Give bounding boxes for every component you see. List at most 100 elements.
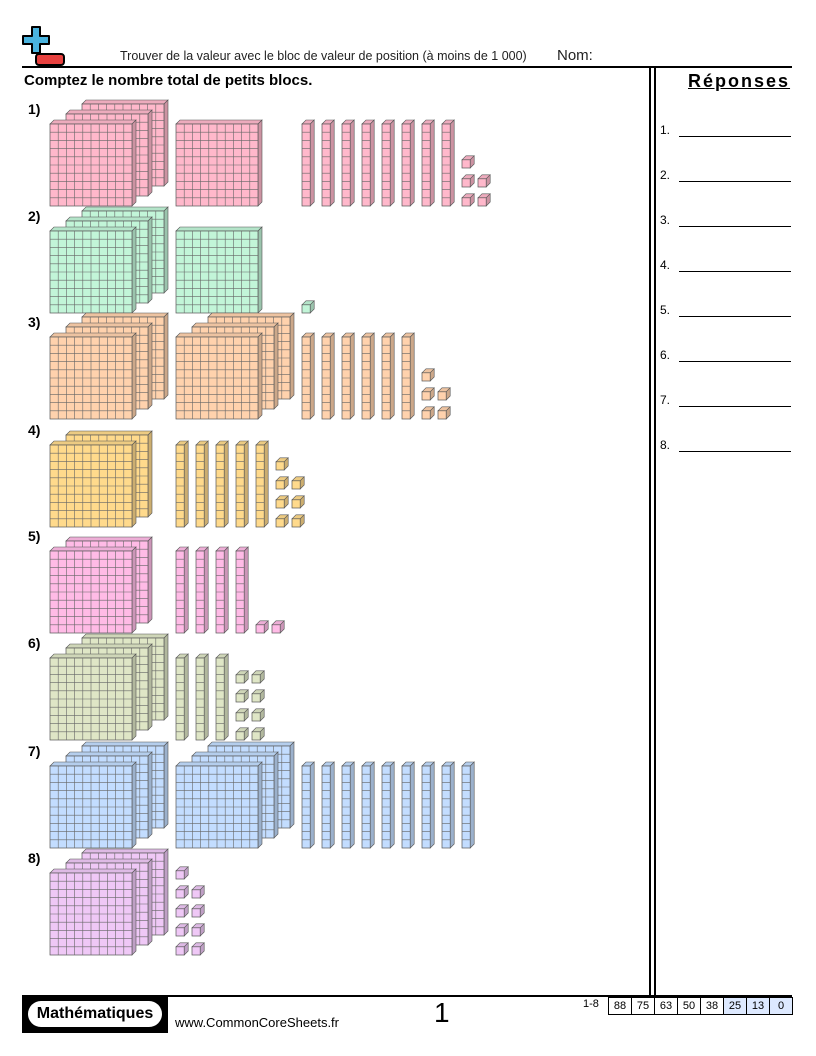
ten-rod <box>301 761 315 849</box>
one-cube <box>461 193 475 207</box>
ten-rod <box>215 440 229 528</box>
score-cell: 88 <box>608 997 632 1015</box>
answers-heading: Réponses <box>688 71 791 91</box>
ten-rod <box>341 119 355 207</box>
footer-divider <box>22 995 792 997</box>
ten-rod <box>441 761 455 849</box>
hundred-flat <box>49 119 137 207</box>
answer-number: 2. <box>660 168 671 182</box>
ten-rod <box>461 761 475 849</box>
ten-rod <box>381 119 395 207</box>
answer-blank[interactable] <box>679 271 791 272</box>
one-cube <box>271 620 285 634</box>
one-cube <box>275 495 289 509</box>
ten-rod <box>235 440 249 528</box>
one-cube <box>251 670 265 684</box>
score-cell: 50 <box>678 997 701 1015</box>
one-cube <box>175 923 189 937</box>
answer-blank[interactable] <box>679 406 791 407</box>
ten-rod <box>361 761 375 849</box>
score-cell: 25 <box>724 997 747 1015</box>
answer-blank[interactable] <box>679 451 791 452</box>
answer-number: 7. <box>660 393 671 407</box>
hundred-flat <box>175 119 263 207</box>
answer-line-3[interactable]: 3. <box>660 213 795 227</box>
page-number: 1 <box>434 997 450 1028</box>
answer-blank[interactable] <box>679 316 791 317</box>
answer-number: 3. <box>660 213 671 227</box>
problem-number: 4) <box>28 422 41 438</box>
ten-rod <box>321 119 335 207</box>
ten-rod <box>321 761 335 849</box>
answer-blank[interactable] <box>679 361 791 362</box>
base-ten-blocks <box>49 99 491 956</box>
hundred-flat <box>49 761 137 849</box>
one-cube <box>291 476 305 490</box>
ten-rod <box>235 546 249 634</box>
answer-column-divider <box>649 68 651 996</box>
hundred-flat <box>175 332 263 420</box>
hundred-flat <box>175 226 263 314</box>
answer-blank[interactable] <box>679 226 791 227</box>
one-cube <box>437 406 451 420</box>
ten-rod <box>381 332 395 420</box>
hundred-flat <box>49 440 137 528</box>
answer-line-2[interactable]: 2. <box>660 168 795 182</box>
answer-line-8[interactable]: 8. <box>660 438 795 452</box>
one-cube <box>235 670 249 684</box>
problem-number: 7) <box>28 743 41 759</box>
ten-rod <box>175 440 189 528</box>
ten-rod <box>215 653 229 741</box>
ten-rod <box>421 761 435 849</box>
answer-blank[interactable] <box>679 136 791 137</box>
one-cube <box>275 476 289 490</box>
one-cube <box>275 457 289 471</box>
answer-number: 1. <box>660 123 671 137</box>
one-cube <box>191 942 205 956</box>
one-cube <box>235 727 249 741</box>
ten-rod <box>301 332 315 420</box>
one-cube <box>291 514 305 528</box>
instructions: Comptez le nombre total de petits blocs. <box>24 72 313 89</box>
answer-line-6[interactable]: 6. <box>660 348 795 362</box>
hundred-flat <box>175 761 263 849</box>
name-label: Nom: <box>557 47 593 64</box>
hundred-flat <box>49 653 137 741</box>
problem-number: 8) <box>28 850 41 866</box>
one-cube <box>301 300 315 314</box>
one-cube <box>251 689 265 703</box>
ten-rod <box>401 119 415 207</box>
answer-line-4[interactable]: 4. <box>660 258 795 272</box>
problem-number: 6) <box>28 635 41 651</box>
one-cube <box>191 885 205 899</box>
ten-rod <box>215 546 229 634</box>
ten-rod <box>195 440 209 528</box>
problem-number: 2) <box>28 208 41 224</box>
problem-number: 1) <box>28 101 41 117</box>
site-url[interactable]: www.CommonCoreSheets.fr <box>175 1015 339 1030</box>
one-cube <box>175 866 189 880</box>
problem-number: 5) <box>28 528 41 544</box>
answer-column-divider <box>654 68 656 996</box>
ten-rod <box>341 761 355 849</box>
answer-number: 8. <box>660 438 671 452</box>
score-cell: 13 <box>747 997 770 1015</box>
one-cube <box>461 155 475 169</box>
one-cube <box>275 514 289 528</box>
ten-rod <box>341 332 355 420</box>
hundred-flat <box>49 332 137 420</box>
answer-blank[interactable] <box>679 181 791 182</box>
answer-line-7[interactable]: 7. <box>660 393 795 407</box>
one-cube <box>421 368 435 382</box>
ten-rod <box>401 761 415 849</box>
ten-rod <box>195 546 209 634</box>
ten-rod <box>361 119 375 207</box>
answer-line-5[interactable]: 5. <box>660 303 795 317</box>
ten-rod <box>175 653 189 741</box>
one-cube <box>477 174 491 188</box>
logo-plus-minus-icon <box>22 26 65 66</box>
score-cell: 0 <box>770 997 793 1015</box>
answer-line-1[interactable]: 1. <box>660 123 795 137</box>
one-cube <box>291 495 305 509</box>
